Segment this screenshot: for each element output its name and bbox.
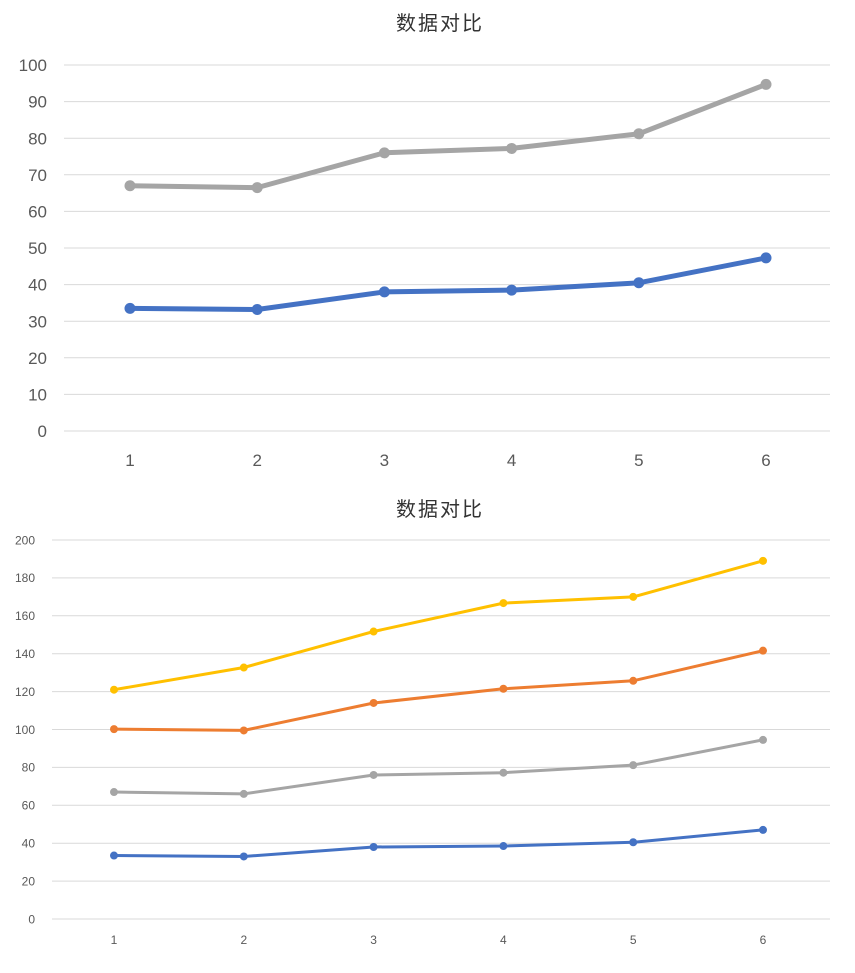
x-tick-label: 6: [761, 451, 770, 470]
x-tick-label: 2: [252, 451, 261, 470]
data-point: [629, 838, 638, 847]
data-point: [499, 842, 508, 851]
y-tick-label: 160: [15, 609, 35, 623]
data-point: [110, 788, 118, 797]
data-point: [239, 726, 248, 735]
y-tick-label: 70: [28, 166, 47, 185]
series-line: [112, 559, 765, 692]
data-point: [759, 735, 767, 744]
y-tick-label: 90: [28, 93, 47, 112]
data-point: [110, 851, 118, 860]
x-tick-label: 1: [125, 451, 134, 470]
y-tick-label: 50: [28, 239, 47, 258]
x-tick-label: 4: [507, 451, 516, 470]
data-point: [369, 698, 378, 707]
data-point: [759, 556, 767, 565]
data-point: [110, 725, 118, 734]
y-tick-label: 60: [28, 203, 47, 222]
chart-2-title: 数据对比: [396, 497, 484, 521]
chart-1-title: 数据对比: [396, 11, 484, 35]
y-tick-label: 40: [22, 837, 36, 851]
data-point: [239, 789, 248, 798]
y-tick-label: 0: [28, 912, 35, 926]
y-tick-label: 80: [28, 129, 47, 148]
data-point: [369, 627, 378, 636]
data-point: [629, 676, 638, 685]
chart-2-plot: 0 20 40 60 80 100 120 140 160 180 200 1 2 3 4 5 6: [15, 533, 830, 947]
x-tick-label: 5: [630, 933, 637, 947]
y-tick-label: 100: [19, 56, 47, 75]
data-point: [369, 770, 378, 779]
y-tick-label: 180: [15, 571, 35, 585]
data-point: [239, 663, 248, 672]
y-tick-label: 20: [28, 349, 47, 368]
data-point: [499, 684, 508, 693]
data-point: [629, 592, 638, 601]
x-tick-label: 1: [111, 933, 118, 947]
data-point: [633, 128, 645, 140]
x-tick-label: 2: [240, 933, 247, 947]
x-tick-label: 5: [634, 451, 643, 470]
data-point: [110, 685, 118, 694]
data-point: [633, 277, 645, 289]
data-point: [251, 182, 263, 194]
y-tick-label: 200: [15, 533, 35, 547]
data-point: [760, 252, 772, 264]
data-point: [239, 852, 248, 861]
y-tick-label: 30: [28, 312, 47, 331]
data-point: [499, 768, 508, 777]
data-point: [506, 284, 518, 296]
x-tick-label: 4: [500, 933, 507, 947]
data-point: [760, 78, 772, 90]
series-line: [127, 255, 769, 312]
y-tick-label: 120: [15, 685, 35, 699]
x-tick-label: 3: [370, 933, 377, 947]
data-point: [629, 761, 638, 770]
series-line: [112, 649, 765, 732]
data-point: [759, 646, 767, 655]
y-tick-label: 20: [22, 874, 36, 888]
y-tick-label: 140: [15, 647, 35, 661]
data-point: [506, 142, 518, 154]
y-tick-label: 0: [38, 422, 47, 441]
data-point: [378, 286, 390, 298]
data-point: [369, 842, 378, 851]
series-line: [127, 81, 769, 191]
y-tick-label: 10: [28, 386, 47, 405]
data-point: [378, 147, 390, 159]
y-tick-label: 40: [28, 276, 47, 295]
y-tick-label: 60: [22, 799, 36, 813]
chart-1-plot: 0 10 20 30 40 50 60 70 80 90 100 1 2 3 4 5 6: [19, 56, 830, 470]
data-point: [124, 180, 136, 192]
data-point: [124, 302, 136, 314]
data-point: [251, 303, 263, 315]
x-tick-label: 6: [760, 933, 767, 947]
x-tick-label: 3: [380, 451, 389, 470]
series-line: [112, 828, 765, 858]
data-point: [759, 825, 767, 834]
series-line: [112, 738, 765, 796]
y-tick-label: 80: [22, 761, 36, 775]
y-tick-label: 100: [15, 723, 35, 737]
data-point: [499, 599, 508, 608]
